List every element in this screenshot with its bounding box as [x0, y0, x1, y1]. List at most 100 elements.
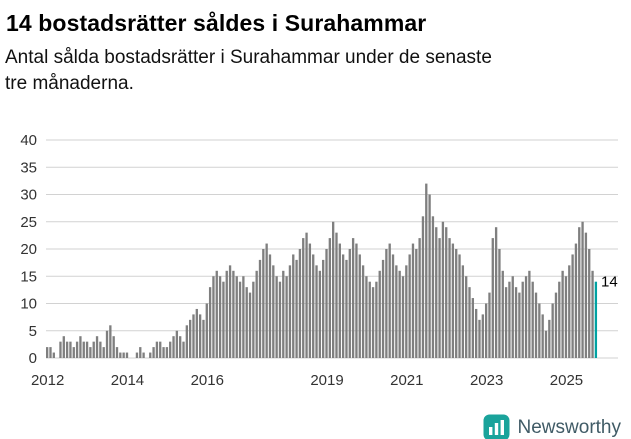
bar: [318, 270, 322, 358]
bar: [508, 281, 511, 358]
bar: [548, 319, 551, 358]
bar: [179, 336, 182, 358]
bar: [242, 276, 245, 358]
page-title: 14 bostadsrätter såldes i Surahammar: [6, 10, 427, 36]
bar: [282, 270, 285, 358]
bar: [278, 281, 282, 358]
bar: [265, 243, 268, 358]
bar: [511, 276, 514, 358]
bar: [455, 249, 458, 358]
footer-brand[interactable]: Newsworthy: [483, 414, 621, 439]
bar: [155, 341, 159, 358]
bar: [142, 352, 145, 358]
bar: [112, 336, 115, 358]
bar: [235, 276, 238, 358]
bar: [475, 308, 478, 358]
bar: [395, 265, 398, 358]
bar: [135, 352, 139, 358]
chart-subtitle-line2: tre månaderna.: [5, 72, 134, 94]
bar: [189, 319, 192, 358]
bar: [458, 254, 461, 358]
bar: [295, 259, 298, 358]
bar: [445, 227, 448, 358]
bar: [288, 265, 292, 358]
bar: [351, 238, 355, 358]
newsworthy-logo-icon: [483, 414, 510, 439]
bar: [504, 287, 508, 358]
bar: [574, 243, 578, 358]
chart-subtitle: Antal sålda bostadsrätter i Surahammar u…: [5, 45, 619, 96]
bar: [415, 249, 418, 358]
bar: [428, 194, 431, 358]
bar: [152, 347, 155, 358]
bar: [225, 270, 228, 358]
bar: [162, 347, 165, 358]
bar: [391, 254, 395, 358]
bar: [222, 281, 225, 358]
bar: [315, 265, 318, 358]
bar: [341, 254, 345, 358]
bar: [484, 303, 488, 358]
bar: [238, 281, 242, 358]
bar: [498, 249, 501, 358]
bar: [365, 276, 368, 358]
x-axis-label: 2025: [550, 372, 583, 389]
chart-area: 0 5 10 15 20 25 30 35 40 2012 2014 2016 2019 2021 2023…: [0, 130, 631, 395]
bar: [332, 221, 335, 358]
bar: [59, 341, 62, 358]
x-axis-label: 2019: [310, 372, 343, 389]
bar: [212, 276, 215, 358]
bar: [228, 265, 232, 358]
bar: [105, 330, 109, 358]
bar: [541, 314, 544, 358]
bar: [588, 249, 591, 358]
bar: [571, 254, 574, 358]
bar: [79, 336, 82, 358]
page: 14 bostadsrätter såldes i Surahammar Ant…: [0, 10, 631, 439]
bar: [159, 341, 162, 358]
bar: [435, 227, 438, 358]
bar: [202, 319, 205, 358]
bar: [328, 238, 332, 358]
bar: [468, 287, 471, 358]
bar: [405, 265, 408, 358]
bar: [122, 352, 125, 358]
bar: [52, 352, 55, 358]
bar: [275, 276, 278, 358]
bar: [584, 232, 588, 358]
bar: [378, 270, 381, 358]
bar: [451, 243, 455, 358]
bar: [348, 249, 351, 358]
bar: [92, 341, 95, 358]
bar: [268, 254, 272, 358]
bar: [375, 281, 378, 358]
bar: [554, 292, 558, 358]
bar: [175, 330, 179, 358]
bar: [558, 281, 561, 358]
bar: [302, 238, 305, 358]
bar: [82, 341, 85, 358]
bar: [208, 287, 212, 358]
bar: [544, 330, 548, 358]
bar: [75, 341, 79, 358]
y-axis-label: 0: [29, 350, 37, 367]
bar: [438, 238, 441, 358]
bar: [182, 341, 185, 358]
y-axis-label: 20: [20, 241, 37, 258]
highlight-bar: [594, 281, 598, 358]
bar: [305, 232, 308, 358]
bar: [368, 281, 371, 358]
bar: [272, 265, 275, 358]
bar: [408, 254, 411, 358]
bar: [115, 347, 119, 358]
x-axis-label: 2021: [390, 372, 423, 389]
bar: [431, 216, 435, 358]
bar: [245, 287, 248, 358]
x-axis-label: 2014: [111, 372, 144, 389]
bar: [591, 270, 594, 358]
bar: [119, 352, 122, 358]
bar: [538, 303, 541, 358]
bar: [95, 336, 99, 358]
bar: [521, 281, 524, 358]
